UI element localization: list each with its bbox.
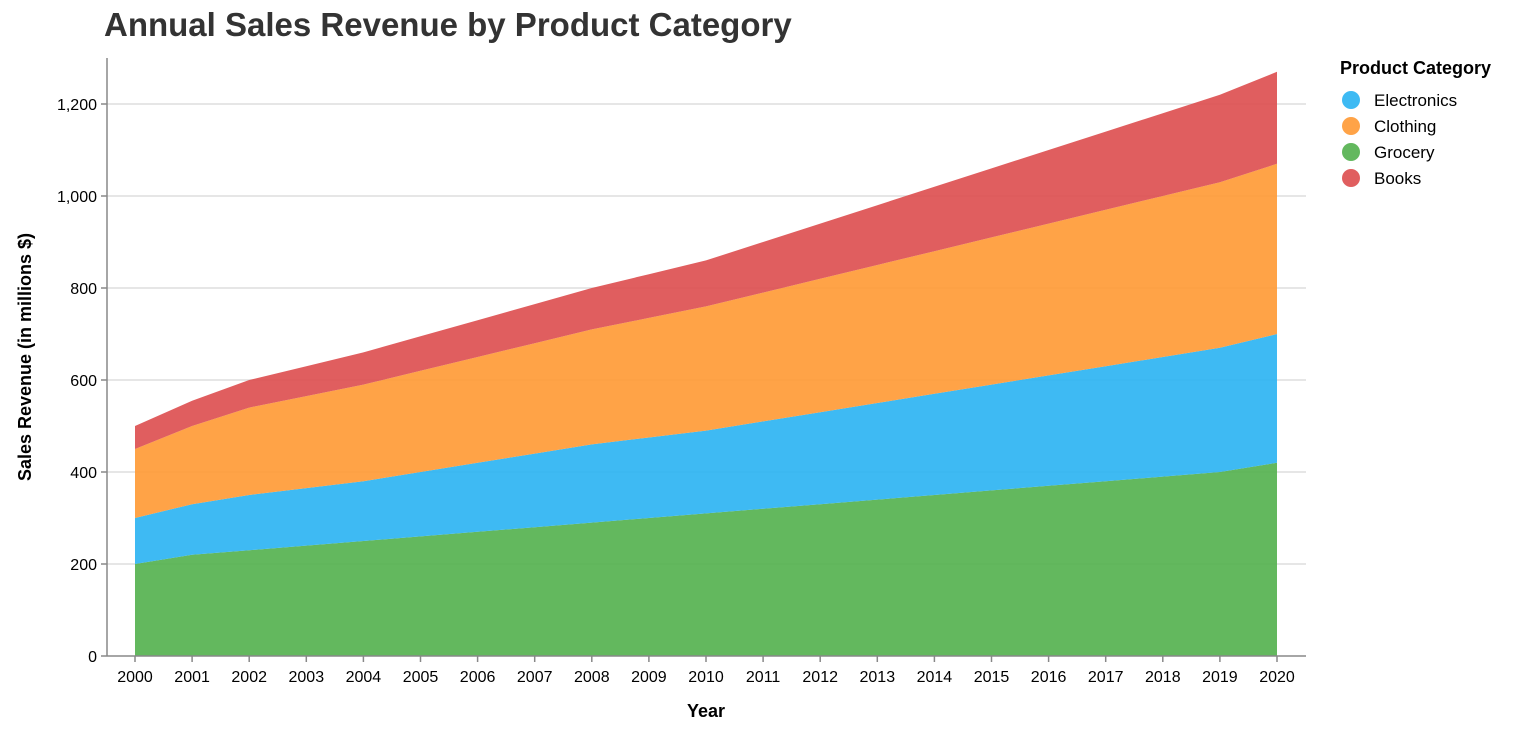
legend-item-books: Books bbox=[1342, 169, 1421, 188]
legend-label: Clothing bbox=[1374, 117, 1436, 136]
y-tick-label: 800 bbox=[70, 281, 97, 298]
x-tick-label: 2001 bbox=[174, 669, 210, 686]
legend-label: Electronics bbox=[1374, 91, 1457, 110]
chart-title: Annual Sales Revenue by Product Category bbox=[104, 6, 792, 43]
legend-swatch bbox=[1342, 169, 1360, 187]
x-tick-label: 2015 bbox=[974, 669, 1010, 686]
y-axis-ticks: 0 200 400 600 800 1,000 1,200 bbox=[57, 97, 107, 666]
legend-label: Grocery bbox=[1374, 143, 1435, 162]
x-tick-label: 2018 bbox=[1145, 669, 1181, 686]
x-axis-title: Year bbox=[687, 701, 725, 721]
y-tick-label: 400 bbox=[70, 465, 97, 482]
x-tick-label: 2004 bbox=[346, 669, 382, 686]
y-tick-label: 600 bbox=[70, 373, 97, 390]
x-tick-label: 2000 bbox=[117, 669, 153, 686]
x-tick-label: 2003 bbox=[289, 669, 325, 686]
legend-swatch bbox=[1342, 117, 1360, 135]
x-tick-label: 2020 bbox=[1259, 669, 1295, 686]
x-tick-label: 2005 bbox=[403, 669, 439, 686]
area-grocery bbox=[135, 462, 1277, 656]
area-series-group bbox=[135, 71, 1277, 656]
x-tick-label: 2019 bbox=[1202, 669, 1238, 686]
area-books bbox=[135, 71, 1277, 450]
legend-swatch bbox=[1342, 91, 1360, 109]
x-tick-label: 2016 bbox=[1031, 669, 1067, 686]
legend-swatch bbox=[1342, 143, 1360, 161]
y-axis-title: Sales Revenue (in millions $) bbox=[15, 233, 35, 481]
x-tick-label: 2008 bbox=[574, 669, 610, 686]
legend-title: Product Category bbox=[1340, 58, 1491, 78]
legend-item-electronics: Electronics bbox=[1342, 91, 1457, 110]
x-tick-label: 2011 bbox=[746, 669, 781, 686]
x-tick-label: 2009 bbox=[631, 669, 667, 686]
x-tick-label: 2014 bbox=[917, 669, 953, 686]
legend: Product Category Electronics Clothing Groc… bbox=[1340, 58, 1491, 188]
y-tick-label: 1,000 bbox=[57, 189, 97, 206]
x-axis-ticks: 2000 2001 2002 2003 2004 2005 2006 2007 2008 2009… bbox=[117, 656, 1295, 686]
x-tick-label: 2013 bbox=[860, 669, 896, 686]
y-tick-label: 0 bbox=[88, 649, 97, 666]
x-tick-label: 2012 bbox=[802, 669, 838, 686]
x-tick-label: 2007 bbox=[517, 669, 553, 686]
x-tick-label: 2002 bbox=[231, 669, 267, 686]
x-tick-label: 2017 bbox=[1088, 669, 1124, 686]
area-clothing bbox=[135, 163, 1277, 519]
legend-label: Books bbox=[1374, 169, 1421, 188]
legend-item-clothing: Clothing bbox=[1342, 117, 1436, 136]
x-tick-label: 2006 bbox=[460, 669, 496, 686]
y-tick-label: 200 bbox=[70, 557, 97, 574]
legend-item-grocery: Grocery bbox=[1342, 143, 1435, 162]
x-tick-label: 2010 bbox=[688, 669, 724, 686]
area-electronics bbox=[135, 334, 1277, 564]
legend-entries: Electronics Clothing Grocery Books bbox=[1342, 91, 1457, 188]
y-tick-label: 1,200 bbox=[57, 97, 97, 114]
